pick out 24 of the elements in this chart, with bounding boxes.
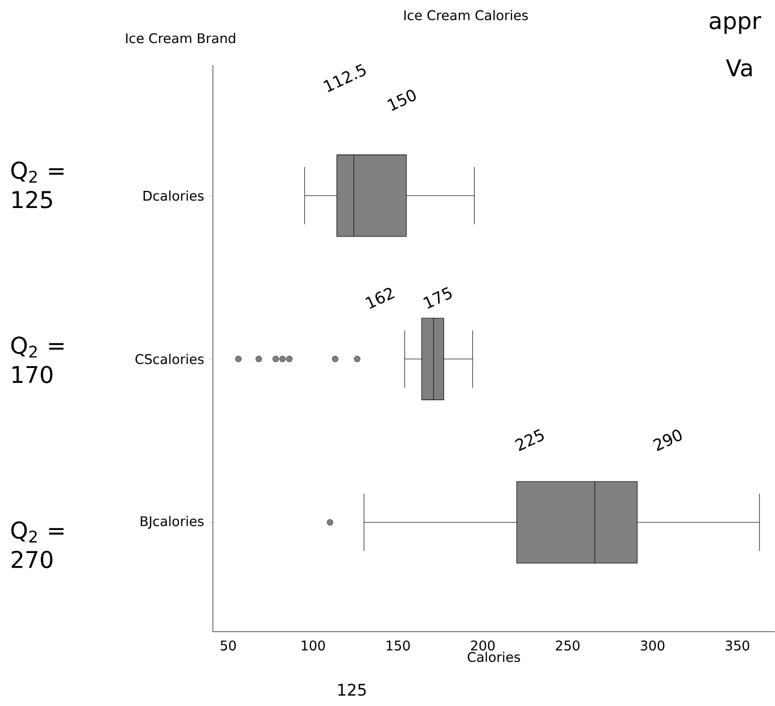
annotation: 290 — [652, 430, 682, 452]
x-tick-label: 150 — [386, 640, 410, 651]
annotation: Va — [726, 60, 752, 77]
annotation: 225 — [514, 429, 544, 452]
text: Q$_{2}$ = 125 — [11, 162, 64, 208]
text: 125 — [338, 684, 366, 696]
annotation: 162 — [365, 288, 395, 309]
y-tick-label: Dcalories — [144, 190, 204, 201]
text: appr — [710, 16, 762, 34]
text: Q$_{2}$ = 270 — [11, 522, 64, 568]
annotation: 150 — [387, 90, 416, 111]
x-tick-label: 350 — [726, 640, 750, 651]
x-tick-label: 200 — [471, 640, 495, 651]
x-axis-title: Calories — [468, 652, 520, 662]
y-axis-title: Ice Cream Brand — [126, 33, 236, 44]
chart-title: Ice Cream Calories — [404, 10, 528, 20]
annotation: 175 — [423, 287, 452, 309]
y-tick-label: BJcalories — [140, 516, 204, 529]
x-tick-label: 50 — [220, 640, 236, 651]
x-tick-label: 300 — [640, 640, 664, 651]
y-tick-label: CScalories — [136, 354, 204, 364]
x-tick-label: 250 — [556, 640, 580, 651]
text: Q$_{2}$ = 170 — [11, 336, 64, 384]
x-tick-label: 100 — [302, 640, 325, 651]
